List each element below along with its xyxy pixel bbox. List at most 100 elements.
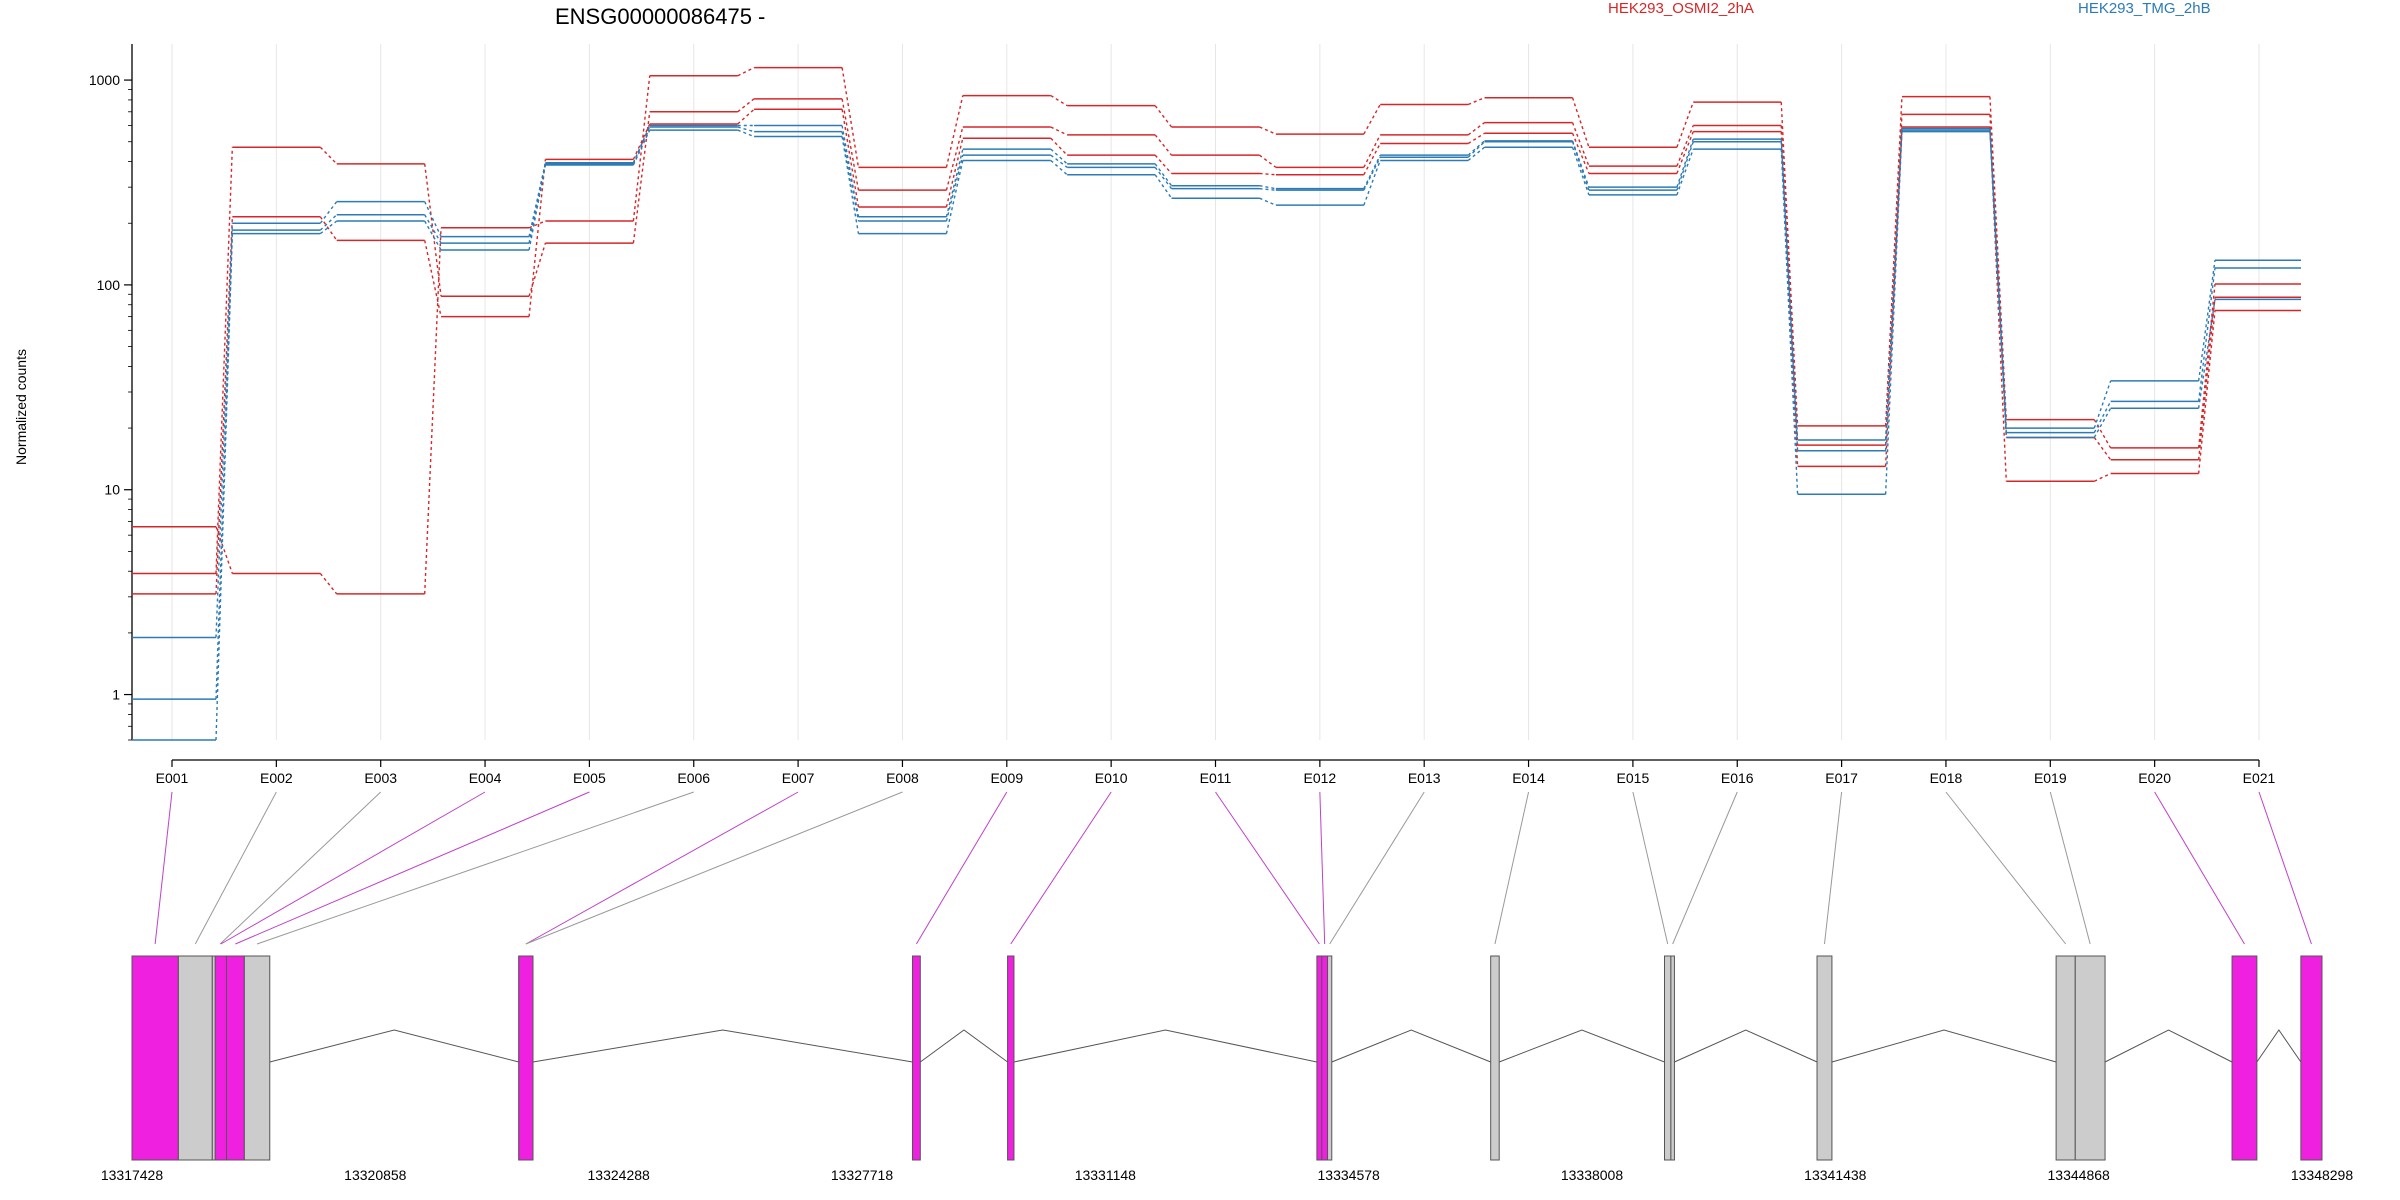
series-connector xyxy=(1259,172,1276,176)
x-tick-label: E003 xyxy=(364,770,397,786)
series-connector xyxy=(1989,96,2007,420)
series-connector xyxy=(1050,159,1068,176)
exon-connector xyxy=(1632,791,1669,945)
series-connector xyxy=(1154,154,1173,174)
series-connector xyxy=(1571,122,1590,167)
series-connector xyxy=(1676,101,1694,148)
exon-box-e002 xyxy=(177,955,213,1161)
intron-line xyxy=(1499,1029,1665,1063)
intron-line xyxy=(1331,1029,1491,1063)
exon-connector xyxy=(2049,791,2091,945)
x-tick-label: E008 xyxy=(886,770,919,786)
exon-connector xyxy=(2154,791,2245,945)
series-connector xyxy=(737,129,755,138)
intron-line xyxy=(532,1029,913,1063)
y-tick-label: 10 xyxy=(104,482,120,498)
series-connector xyxy=(2197,267,2216,402)
exon-connector xyxy=(1319,791,1326,945)
coordinate-label: 13344868 xyxy=(2048,1167,2111,1183)
exon-connector xyxy=(915,791,1008,945)
exon-box-e017 xyxy=(1816,955,1833,1161)
exon-box-e015 xyxy=(1664,955,1672,1161)
coordinate-label: 13348298 xyxy=(2291,1167,2354,1183)
series-connector xyxy=(945,160,964,234)
series-connector xyxy=(945,126,964,191)
series-connector xyxy=(528,163,547,244)
exon-connector xyxy=(154,791,173,945)
exon-connector xyxy=(2258,791,2312,945)
plot-axes: 1 10 100 1000 E001 E002 E003 E004 E005 E006 E007 E0… xyxy=(89,44,2276,786)
series-connector xyxy=(528,159,547,317)
series-connector xyxy=(424,227,442,594)
x-tick-label: E015 xyxy=(1617,770,1650,786)
series-connector xyxy=(1676,141,1694,191)
legend-entry-tmg: HEK293_TMG_2hB xyxy=(2078,0,2211,17)
series-connector xyxy=(1884,96,1903,426)
series-connector xyxy=(1154,174,1173,199)
series-connector xyxy=(841,136,860,234)
series-connector xyxy=(2093,437,2112,461)
series-connector xyxy=(1154,134,1173,156)
exon-connector xyxy=(256,791,694,945)
x-tick-label: E002 xyxy=(260,770,293,786)
intron-line xyxy=(2256,1029,2302,1063)
exon-connector-lines xyxy=(154,791,2312,945)
series-connector xyxy=(2094,472,2111,482)
x-tick-label: E021 xyxy=(2243,770,2276,786)
series-connector xyxy=(1154,163,1173,187)
exon-box-e014 xyxy=(1490,955,1500,1161)
coordinate-label: 13324288 xyxy=(588,1167,651,1183)
series-connector xyxy=(1050,94,1068,107)
series-connector xyxy=(737,98,755,113)
series-connector xyxy=(2093,419,2112,449)
series-connector xyxy=(1259,185,1276,190)
grid-lines xyxy=(171,44,2260,740)
series-6 xyxy=(132,129,2301,741)
series-connector xyxy=(737,67,755,77)
x-tick-label: E006 xyxy=(677,770,710,786)
exon-box-e001 xyxy=(131,955,179,1161)
series-connector xyxy=(1676,138,1694,188)
series-connector xyxy=(1467,141,1486,158)
exon-box-e009 xyxy=(912,955,921,1161)
x-tick-label: E012 xyxy=(1303,770,1336,786)
exon-box-e018 xyxy=(2055,955,2076,1161)
series-connector xyxy=(841,125,860,217)
exon-box-e013 xyxy=(1327,955,1333,1161)
series-connector xyxy=(424,163,442,297)
series-3 xyxy=(132,108,2301,595)
series-connector xyxy=(1154,105,1173,128)
exon-connector xyxy=(525,791,903,945)
coordinate-label: 13317428 xyxy=(101,1167,164,1183)
series-connector xyxy=(2093,407,2112,438)
exon-connector xyxy=(525,791,799,945)
exon-connector xyxy=(1010,791,1112,945)
exon-connector xyxy=(194,791,277,945)
series-connector xyxy=(945,95,964,168)
series-connector xyxy=(1050,137,1068,156)
exon-connector xyxy=(1329,791,1425,945)
series-connector xyxy=(1154,166,1173,190)
series-connector xyxy=(632,129,651,166)
series-connector xyxy=(528,220,546,229)
series-connector xyxy=(1780,102,1799,426)
x-tick-label: E007 xyxy=(782,770,815,786)
series-4 xyxy=(132,124,2301,639)
series-connector xyxy=(1050,126,1068,136)
series-connector xyxy=(2197,299,2216,409)
series-connector xyxy=(215,147,234,574)
intron-line xyxy=(1674,1029,1818,1063)
x-tick-label: E013 xyxy=(1408,770,1441,786)
series-connector xyxy=(215,230,234,700)
series-connector xyxy=(319,573,338,595)
intron-line xyxy=(1831,1029,2057,1063)
series-connector xyxy=(1363,104,1381,135)
series-connector xyxy=(632,111,651,244)
gene-model: 13317428 13320858 13324288 13327718 13331148… xyxy=(101,955,2354,1183)
exon-connector xyxy=(1672,791,1738,945)
series-connector xyxy=(319,214,338,231)
series-connector xyxy=(1467,132,1485,145)
x-tick-label: E018 xyxy=(1930,770,1963,786)
series-connector xyxy=(1676,148,1694,196)
